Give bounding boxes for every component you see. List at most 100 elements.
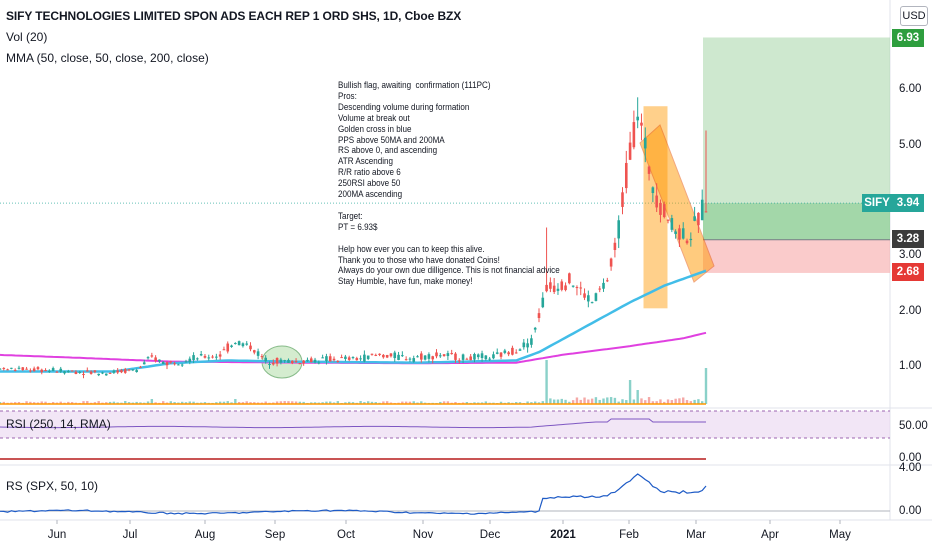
x-tick-label: Oct: [337, 529, 355, 541]
stop-price-tag: 2.68: [892, 263, 924, 281]
candle-body: [579, 287, 582, 288]
candle-body: [200, 354, 203, 355]
candle-body: [264, 358, 267, 361]
candle-body: [63, 371, 66, 373]
candle-body: [139, 367, 142, 368]
candle-body: [287, 360, 290, 363]
candle-body: [82, 374, 85, 375]
candle-body: [397, 355, 400, 360]
rsi-indicator-label[interactable]: RSI (250, 14, RMA): [6, 417, 111, 431]
candle-body: [348, 357, 351, 360]
candle-body: [344, 357, 347, 359]
volume-indicator-label[interactable]: Vol (20): [6, 29, 47, 45]
candle-body: [185, 361, 188, 362]
volume-bar: [678, 398, 680, 404]
candle-body: [420, 353, 423, 359]
candle-body: [56, 372, 59, 373]
candle-body: [405, 359, 408, 360]
candle-body: [211, 357, 214, 358]
candle-body: [367, 356, 370, 360]
candle-body: [242, 343, 245, 346]
candle-body: [504, 351, 507, 353]
candle-body: [523, 343, 526, 348]
volume-bar: [561, 399, 563, 404]
candle-body: [614, 243, 617, 250]
trade-note-line: 200MA ascending: [338, 189, 560, 200]
volume-bar: [674, 399, 676, 404]
candle-body: [215, 357, 218, 358]
candle-body: [219, 354, 222, 356]
last-price-tag: 3.94: [892, 194, 924, 212]
candle-body: [488, 359, 491, 360]
candle-body: [500, 353, 503, 357]
candle-body: [678, 228, 681, 239]
candle-body: [94, 370, 97, 371]
candle-body: [652, 187, 655, 193]
candle-body: [648, 167, 651, 174]
candle-body: [492, 354, 495, 358]
y-tick-label: 2.00: [899, 305, 921, 317]
candle-body: [587, 295, 590, 301]
candle-body: [21, 367, 24, 370]
candle-body: [663, 204, 666, 217]
candle-body: [363, 355, 366, 362]
trade-note-line: Volume at break out: [338, 113, 560, 124]
candle-body: [101, 373, 104, 374]
candle-body: [245, 344, 248, 345]
y-tick-label: 5.00: [899, 139, 921, 151]
candle-body: [530, 338, 533, 345]
candle-body: [469, 356, 472, 360]
candle-body: [595, 293, 598, 301]
candle-body: [188, 359, 191, 362]
candle-body: [151, 355, 154, 356]
candle-body: [439, 355, 442, 356]
candle-body: [196, 358, 199, 359]
candle-body: [310, 358, 313, 362]
rs-tick-label: 0.00: [899, 505, 921, 517]
candle-body: [526, 343, 529, 347]
target-price-tag: 6.93: [892, 29, 924, 47]
candle-body: [44, 370, 47, 371]
volume-bar: [640, 398, 642, 404]
candle-body: [329, 356, 332, 361]
volume-bar: [576, 397, 578, 404]
candle-body: [283, 360, 286, 361]
candle-body: [511, 348, 514, 355]
candle-body: [602, 283, 605, 289]
candle-body: [564, 285, 567, 290]
x-tick-label: Aug: [195, 529, 215, 541]
currency-button[interactable]: USD: [900, 6, 928, 26]
candle-body: [538, 313, 541, 318]
x-tick-label: Jul: [123, 529, 138, 541]
entry-price-tag: 3.28: [892, 230, 924, 248]
candle-body: [693, 216, 696, 221]
candle-body: [132, 369, 135, 370]
candle-body: [223, 349, 226, 350]
volume-bar: [595, 397, 597, 404]
trade-note-line: Golden cross in blue: [338, 124, 560, 135]
moving-average-label[interactable]: MMA (50, close, 50, close, 200, close): [6, 50, 209, 66]
candle-body: [428, 354, 431, 359]
candle-body: [181, 365, 184, 366]
candle-body: [625, 163, 628, 188]
trade-note-line: PT = 6.93$: [338, 222, 560, 233]
candle-body: [633, 122, 636, 147]
candle-body: [697, 213, 700, 225]
candle-body: [113, 370, 116, 372]
rs-indicator-label[interactable]: RS (SPX, 50, 10): [6, 479, 98, 493]
candle-body: [302, 361, 305, 364]
volume-bar: [583, 398, 585, 404]
candle-body: [75, 372, 78, 374]
trade-note-line: Stay Humble, have fun, make money!: [338, 276, 560, 287]
candle-body: [557, 289, 560, 291]
candle-body: [173, 363, 176, 364]
candle-body: [636, 117, 639, 121]
candle-body: [52, 368, 55, 371]
volume-bar: [610, 397, 612, 404]
candle-body: [629, 143, 632, 160]
candle-body: [192, 355, 195, 360]
volume-bar: [636, 390, 638, 404]
candle-body: [257, 351, 260, 356]
candle-body: [226, 344, 229, 352]
candle-body: [78, 372, 81, 373]
